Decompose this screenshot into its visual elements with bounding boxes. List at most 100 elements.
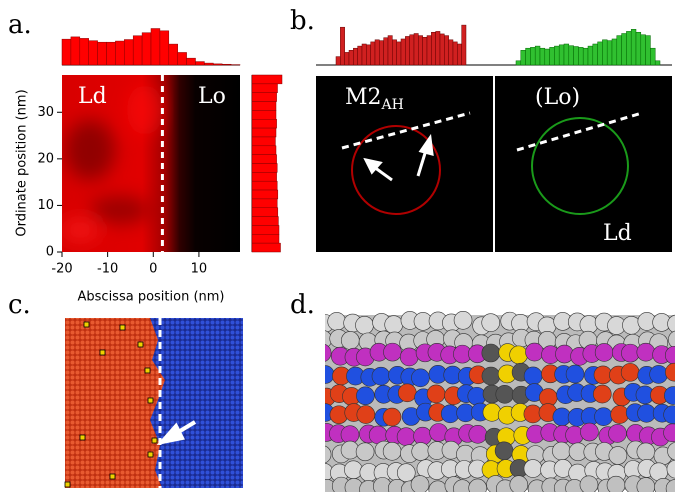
atom (325, 445, 332, 464)
heatmap (62, 75, 240, 252)
histogram-bar (61, 38, 72, 66)
histogram-bar (616, 35, 622, 66)
panel-label: d. (290, 290, 315, 320)
histogram-bar (444, 35, 449, 66)
atom (509, 345, 528, 365)
histogram-bar (418, 35, 423, 66)
atom (552, 441, 571, 461)
panel-label: b. (290, 6, 315, 36)
atom (580, 422, 599, 442)
histogram-bar (383, 37, 389, 66)
y-tick-label: 0 (46, 245, 54, 260)
histogram-bar (361, 43, 367, 66)
histogram-bar (611, 38, 618, 66)
panel-label: c. (8, 290, 31, 320)
atom (594, 407, 613, 426)
atom (411, 368, 430, 388)
histogram-bar (357, 45, 363, 66)
histogram-bar (563, 43, 570, 66)
histogram-bar (461, 24, 467, 66)
y-tick-label: 10 (37, 198, 54, 213)
atom (667, 314, 675, 334)
domain (65, 318, 165, 488)
atom (525, 342, 544, 362)
phase-label: (Lo) (535, 85, 580, 110)
histogram-bar (400, 38, 406, 66)
histogram-bar (251, 110, 277, 120)
atom (663, 386, 675, 405)
histogram-bar (353, 47, 358, 66)
histogram-bar (251, 145, 277, 155)
histogram-bar (150, 28, 161, 66)
atom (594, 343, 614, 362)
atom (608, 446, 628, 465)
histogram-bar (251, 119, 277, 129)
histogram-bar (251, 180, 278, 191)
y-tick-label: 20 (37, 151, 54, 166)
arrow (363, 133, 434, 182)
atom (383, 342, 402, 362)
atom (411, 442, 431, 461)
atom (636, 342, 656, 362)
atom (494, 441, 514, 461)
y-axis-label: Ordinate position (nm) (15, 89, 30, 236)
histogram-bar (159, 30, 170, 66)
atom (637, 404, 656, 423)
histogram-bar (97, 41, 107, 66)
histogram-bar (340, 26, 345, 66)
atom (356, 386, 375, 406)
histogram-bar (549, 47, 555, 66)
atom (410, 475, 430, 492)
atom (523, 459, 543, 478)
x-tick-label: 0 (149, 262, 157, 277)
histogram-bar (379, 40, 384, 66)
histogram-bar (635, 31, 642, 66)
panel-label: a. (8, 10, 32, 40)
x-tick-label: 10 (191, 262, 208, 277)
histogram-bar (186, 57, 196, 66)
atom (396, 463, 416, 483)
histogram-bar (370, 41, 376, 66)
atom (325, 330, 333, 349)
histogram-bar (132, 35, 143, 66)
histogram-bar (251, 225, 280, 235)
histogram-bar (426, 35, 432, 66)
histogram-bar (578, 47, 584, 66)
region-label: Ld (78, 84, 107, 109)
atom (649, 365, 668, 384)
atom (606, 475, 626, 492)
atom (610, 405, 629, 424)
histogram-bar (597, 41, 603, 66)
histogram-bar (621, 33, 627, 66)
atom (355, 442, 375, 462)
dashed-line (516, 111, 643, 152)
histogram-bar (251, 92, 277, 102)
histogram-bar (141, 32, 152, 66)
x-tick-label: -10 (97, 262, 118, 277)
phase-label: Ld (603, 221, 632, 246)
histogram-bar (630, 29, 637, 66)
vesicle (531, 117, 629, 215)
histogram-bar (221, 63, 232, 66)
x-axis-label: Abscissa position (nm) (78, 290, 225, 305)
atom (356, 405, 376, 424)
histogram-bar (251, 83, 278, 93)
histogram-bar (251, 163, 278, 173)
histogram-bar (251, 74, 283, 85)
histogram-bar (124, 39, 134, 66)
atom (397, 383, 417, 403)
histogram-bar (558, 44, 565, 66)
atom (668, 330, 675, 349)
molecular-model (325, 311, 675, 492)
atom (325, 365, 335, 384)
histogram-bar (70, 36, 81, 66)
probe-label: M2AH (345, 85, 404, 113)
atom (649, 462, 669, 482)
atom (325, 344, 332, 362)
histogram-bar (413, 33, 419, 66)
histogram-bar (520, 50, 526, 66)
atom (453, 311, 473, 330)
histogram-bar (530, 47, 536, 66)
histogram-bar (606, 40, 613, 66)
